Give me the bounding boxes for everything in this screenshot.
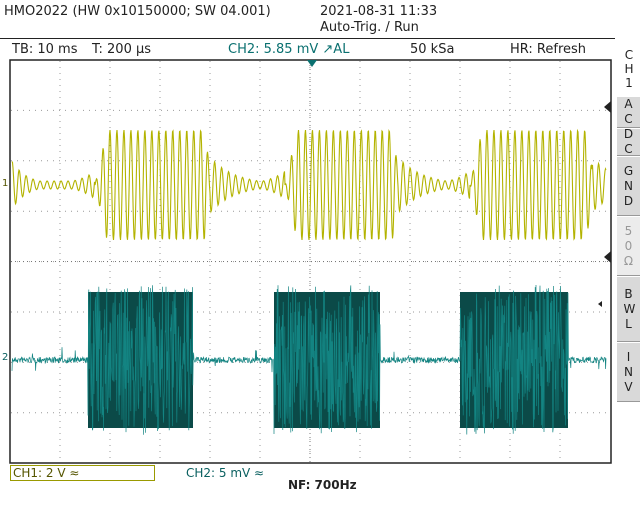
ch1-trace: [11, 128, 607, 241]
level-marker: [604, 251, 611, 263]
menu-button[interactable]: GND: [617, 156, 640, 216]
menu-button[interactable]: INV: [617, 342, 640, 402]
filter-setting: NF: 700Hz: [288, 478, 357, 492]
grid: [11, 61, 610, 462]
divider: [0, 38, 615, 39]
menu-label: AC: [624, 97, 633, 126]
device-info: HMO2022 (HW 0x10150000; SW 04.001): [4, 4, 271, 19]
menu-button[interactable]: 50 Ω: [617, 216, 640, 276]
menu-button[interactable]: DC: [617, 127, 640, 156]
acq-mode: HR: Refresh: [510, 42, 587, 57]
trigger-marker: [307, 60, 317, 67]
waveforms: [11, 128, 607, 435]
trigger-setting: CH2: 5.85 mV ↗AL: [228, 42, 350, 57]
sample-rate: 50 kSa: [410, 42, 455, 57]
ch1-scale[interactable]: CH1: 2 V ≈: [10, 465, 155, 481]
ch1-marker: 1: [2, 178, 8, 189]
run-status: Auto-Trig. / Run: [320, 20, 419, 35]
ch2-trace: [11, 284, 607, 435]
menu-button[interactable]: AC: [617, 96, 640, 128]
ch2-scale[interactable]: CH2: 5 mV ≈: [186, 466, 265, 480]
trigger-time: T: 200 µs: [92, 42, 152, 57]
menu-label: DC: [623, 127, 634, 156]
menu-label: BWL: [623, 286, 636, 331]
menu-label: 50 Ω: [623, 223, 634, 268]
datetime: 2021-08-31 11:33: [320, 4, 438, 19]
level-marker: [598, 301, 602, 307]
ch2-marker: 2: [2, 352, 8, 363]
menu-label: GND: [623, 163, 634, 208]
menu-label: INV: [624, 349, 633, 394]
level-marker: [604, 101, 611, 113]
timebase: TB: 10 ms: [12, 42, 78, 57]
menu-button[interactable]: BWL: [617, 276, 640, 342]
menu-title: CH1: [624, 48, 634, 90]
